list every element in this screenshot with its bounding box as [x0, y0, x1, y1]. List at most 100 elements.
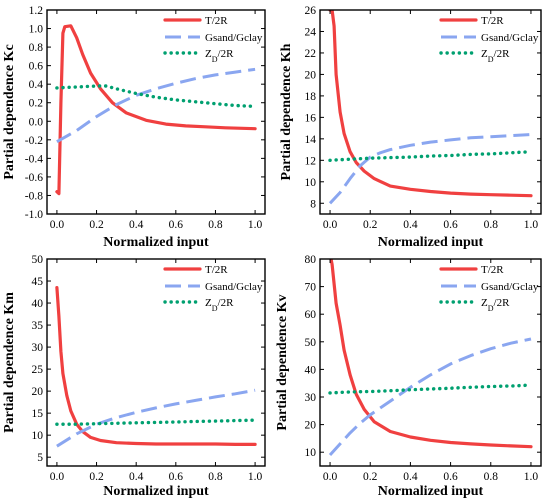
x-tick-label: 0.6	[443, 471, 458, 483]
y-tick-label: 20	[305, 420, 317, 432]
y-tick-label: -1.0	[25, 209, 43, 221]
chart-panel-3: 0.0 0.2 0.4 0.6 0.8 1.0 5 10 15 20 25 30 35 40 45 50 Nor…	[2, 254, 266, 499]
y-axis-title: Partial dependence Kv	[275, 294, 290, 430]
legend-label-t2r: T/2R	[205, 264, 228, 276]
chart-panel-1: 0.0 0.2 0.4 0.6 0.8 1.0 -1.0 -0.8 -0.6 -0.4 -0.2 0.…	[2, 5, 266, 250]
x-tick-label: 0.0	[50, 471, 65, 483]
series-line-zd	[328, 383, 533, 395]
x-tick-label: 1.0	[524, 219, 539, 231]
y-tick-label: 25	[32, 364, 44, 376]
y-tick-label: 15	[32, 408, 44, 420]
x-tick-label: 0.8	[484, 219, 499, 231]
series-line-t2r	[55, 286, 257, 446]
x-tick-label: 1.0	[524, 471, 539, 483]
x-axis-title: Normalized input	[378, 484, 484, 499]
y-tick-label: 5	[37, 452, 43, 464]
x-tick-label: 0.8	[208, 219, 223, 231]
series-line-zd	[55, 84, 257, 109]
x-axis-title: Normalized input	[103, 484, 209, 499]
x-axis-title: Normalized input	[378, 235, 484, 250]
y-tick-label: 30	[305, 392, 317, 404]
x-tick-label: 0.2	[89, 471, 104, 483]
y-tick-label: 40	[305, 364, 317, 376]
y-tick-label: 22	[305, 48, 317, 60]
chart-panel-2: 0.0 0.2 0.4 0.6 0.8 1.0 8 10 12 14 16 18 20 22 24 26 Nor…	[279, 5, 542, 250]
legend-label-gsand: Gsand/Gclay	[481, 281, 539, 293]
y-tick-label: 0.0	[29, 116, 44, 128]
x-tick-label: 0.2	[363, 471, 378, 483]
legend: T/2R Gsand/Gclay ZD/2R	[163, 264, 263, 313]
x-tick-label: 0.6	[169, 219, 184, 231]
y-tick-label: 40	[32, 298, 44, 310]
legend-label-zd: ZD/2R	[205, 297, 234, 313]
x-tick-label: 0.8	[484, 471, 499, 483]
y-tick-label: 0.2	[29, 98, 44, 110]
legend: T/2R Gsand/Gclay ZD/2R	[163, 15, 263, 64]
x-tick-label: 0.4	[403, 471, 418, 483]
x-tick-label: 0.0	[323, 471, 338, 483]
y-tick-label: 50	[305, 337, 317, 349]
plot-frame	[319, 9, 542, 215]
legend-label-gsand: Gsand/Gclay	[205, 281, 263, 293]
y-tick-label: 0.4	[29, 79, 44, 91]
y-tick-label: 0.6	[29, 61, 44, 73]
plot-frame	[46, 258, 266, 467]
y-tick-label: 50	[32, 254, 44, 266]
y-tick-label: 14	[305, 134, 317, 146]
series-line-t2r	[55, 24, 257, 196]
y-tick-label: 10	[32, 430, 44, 442]
y-tick-label: 8	[310, 198, 316, 210]
x-tick-label: 0.0	[323, 219, 338, 231]
y-tick-label: -0.6	[25, 172, 43, 184]
series-line-gsand	[56, 388, 256, 448]
y-tick-label: 10	[305, 447, 317, 459]
y-tick-label: 80	[305, 254, 317, 266]
plot-frame	[46, 9, 266, 215]
x-tick-label: 0.6	[443, 219, 458, 231]
series-line-zd	[55, 418, 257, 426]
y-tick-label: 16	[305, 112, 317, 124]
y-tick-label: 18	[305, 91, 317, 103]
y-axis-title: Partial dependence Km	[2, 292, 17, 433]
y-tick-label: 60	[305, 309, 317, 321]
y-tick-label: 12	[305, 155, 317, 167]
y-tick-label: 1.0	[29, 24, 44, 36]
legend-label-zd: ZD/2R	[481, 297, 510, 313]
x-tick-label: 0.6	[169, 471, 184, 483]
series-line-zd	[328, 150, 533, 162]
y-tick-label: 20	[32, 386, 44, 398]
x-tick-label: 0.4	[129, 219, 144, 231]
series-line-gsand	[328, 133, 532, 205]
x-tick-label: 0.4	[129, 471, 144, 483]
series-line-t2r	[328, 10, 533, 198]
x-tick-label: 1.0	[248, 219, 263, 231]
legend-label-t2r: T/2R	[481, 264, 504, 276]
y-tick-label: 26	[305, 5, 317, 17]
legend: T/2R Gsand/Gclay ZD/2R	[439, 15, 539, 64]
legend-label-gsand: Gsand/Gclay	[205, 32, 263, 44]
legend: T/2R Gsand/Gclay ZD/2R	[439, 264, 539, 313]
y-tick-label: 10	[305, 177, 317, 189]
chart-panel-4: 0.0 0.2 0.4 0.6 0.8 1.0 10 20 30 40 50 60 70 80 Normal…	[275, 254, 542, 499]
legend-label-t2r: T/2R	[205, 15, 228, 27]
x-tick-label: 0.2	[89, 219, 104, 231]
y-tick-label: 1.2	[29, 5, 44, 17]
legend-label-t2r: T/2R	[481, 15, 504, 27]
x-axis-title: Normalized input	[103, 235, 209, 250]
y-tick-label: -0.2	[25, 135, 43, 147]
plot-frame	[319, 258, 542, 467]
series-line-gsand	[56, 67, 256, 144]
legend-label-zd: ZD/2R	[205, 48, 234, 64]
y-tick-label: 35	[32, 320, 44, 332]
y-tick-label: -0.4	[25, 153, 43, 165]
y-tick-label: 20	[305, 69, 317, 81]
y-tick-label: -0.8	[25, 190, 43, 202]
y-tick-label: 30	[32, 342, 44, 354]
x-tick-label: 0.8	[208, 471, 223, 483]
y-tick-label: 70	[305, 282, 317, 294]
legend-label-zd: ZD/2R	[481, 48, 510, 64]
series-line-gsand	[328, 337, 532, 457]
x-tick-label: 0.4	[403, 219, 418, 231]
x-tick-label: 0.0	[50, 219, 65, 231]
